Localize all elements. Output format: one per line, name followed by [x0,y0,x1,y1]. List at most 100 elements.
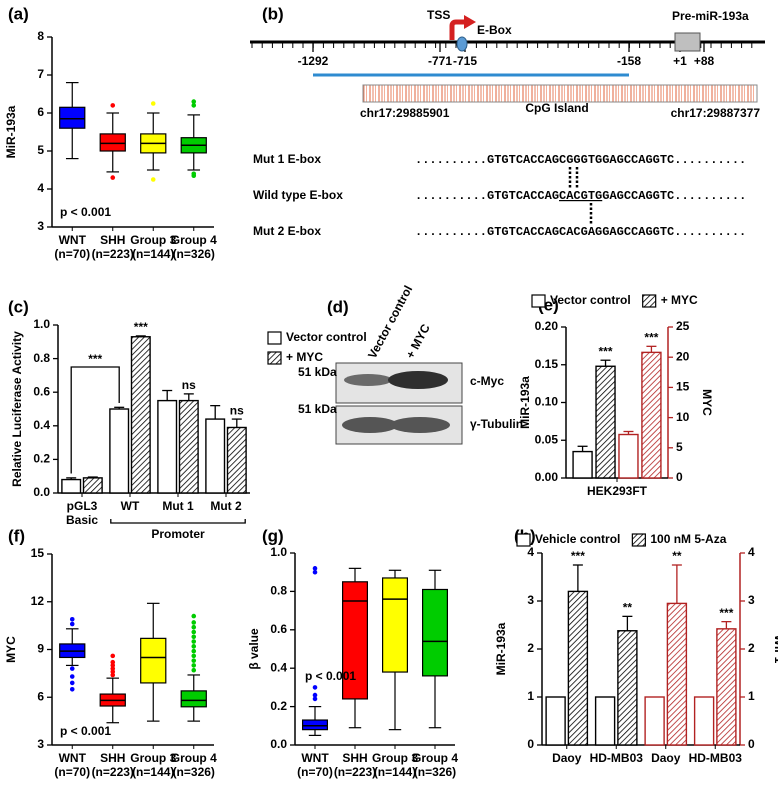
outlier [312,692,318,698]
outlier [110,669,116,675]
y-tick-label: 0.05 [535,432,559,446]
x-tick-label: Daoy [552,751,582,765]
y-tick-label: 3 [748,593,755,607]
cpg-label: CpG Island [525,101,588,115]
bar [130,336,151,494]
ebox-motif: CACGTG [559,189,602,203]
outlier [69,616,75,622]
panel-label: (b) [262,4,284,23]
position-label: +1 [673,54,687,68]
significance: ns [182,378,196,392]
x-tick-label: Group 3 [130,751,176,765]
legend-swatch [267,331,282,345]
y-tick-label: 1.0 [270,545,287,559]
tss-label: TSS [427,8,450,22]
y-axis-label: MYC [4,636,18,663]
annotation: p < 0.001 [60,205,111,219]
y2-axis-label: MYC [700,389,714,416]
band-label: c-Myc [470,374,504,388]
y-tick-label: 0 [676,470,683,484]
legend-swatch [267,351,282,365]
y-tick-label: 8 [37,29,44,43]
box [382,577,409,673]
blot-band [342,417,398,433]
bar [572,450,593,479]
ebox-marker [456,36,468,52]
sequence-part: ..........GTGTCACCAG [415,189,559,203]
outlier [191,613,197,619]
y-tick-label: 4 [37,181,44,195]
significance: ** [672,549,682,563]
panel-label: (c) [8,297,29,316]
y-tick-label: 0.2 [33,452,50,466]
x-tick-label: WNT [301,751,329,765]
bar [205,418,226,494]
x-tick-label: Group 4 [171,751,217,765]
x-tick-sublabel: (n=70) [54,247,90,261]
panel-label: (g) [262,526,284,545]
bar [644,696,665,746]
y-tick-label: 10 [676,410,690,424]
x-tick-label: WT [121,499,140,513]
outlier [110,672,116,678]
box [422,588,449,677]
y-tick-label: 0.2 [270,699,287,713]
x-tick-sublabel: (n=223) [334,765,376,779]
box [99,133,126,152]
bar [545,696,566,746]
x-tick-sublabel: (n=326) [414,765,456,779]
x-tick-sublabel: (n=326) [173,765,215,779]
group-bracket [110,519,246,524]
legend-swatch [642,294,657,308]
outlier [110,175,116,180]
y-tick-label: 0.20 [535,319,559,333]
box [140,637,167,684]
significance: *** [571,549,585,563]
lane-label: + MYC [403,321,433,361]
y-tick-label: 0 [748,737,755,751]
marker-label: 51 kDa [298,365,337,379]
panel-b: (b) TSS E-Box Pre-miR-193a -1292 -771 -7… [250,4,765,239]
outlier [150,101,156,106]
y-tick-label: 2 [748,641,755,655]
annotation: p < 0.001 [60,724,111,738]
tss-arrow [449,19,466,40]
x-tick-sublabel: (n=144) [374,765,416,779]
outlier [110,103,116,108]
y-tick-label: 5 [37,143,44,157]
bar [567,590,589,746]
premir-box [674,32,701,52]
legend-label: Vehicle control [535,532,620,546]
y-tick-label: 9 [37,642,44,656]
x-tick-label: Daoy [651,751,681,765]
outlier [191,103,197,108]
panel-label: (a) [8,4,29,23]
row-label: Mut 1 E-box [253,152,321,166]
sequence: ..........GTGTCACCAGCACGAGGAGCCAGGTC....… [415,225,746,239]
outlier [191,653,197,659]
chr-end: chr17:29887377 [671,106,761,120]
y-tick-label: 0.4 [33,418,50,432]
bar [617,630,638,746]
x-tick-sublabel: (n=326) [173,247,215,261]
y-tick-label: 0.8 [270,584,287,598]
outlier [191,663,197,668]
position-label: -158 [617,54,641,68]
y-tick-label: 25 [676,319,690,333]
x-tick-sublabel: (n=144) [132,247,174,261]
legend-label: 100 nM 5-Aza [650,532,726,546]
y-tick-label: 4 [748,545,755,559]
bar [666,602,688,746]
outlier [191,624,197,630]
legend-label: Vector control [286,330,367,344]
cpg-island [362,84,758,103]
y-tick-label: 0.15 [535,357,559,371]
x-tick-label: Group 3 [130,233,176,247]
x-tick-label: SHH [100,751,125,765]
legend-label: Vector control [550,293,631,307]
outlier [191,99,197,104]
significance-bracket [70,366,120,474]
legend-label: + MYC [661,293,698,307]
outlier [191,644,197,649]
significance: *** [644,330,658,344]
